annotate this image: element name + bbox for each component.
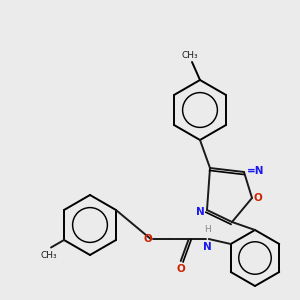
Text: O: O: [176, 264, 185, 274]
Text: CH₃: CH₃: [41, 250, 57, 260]
Text: N: N: [203, 242, 212, 252]
Text: CH₃: CH₃: [182, 51, 198, 60]
Text: N: N: [196, 207, 205, 217]
Text: H: H: [204, 225, 211, 234]
Text: =N: =N: [247, 166, 265, 176]
Text: O: O: [143, 234, 152, 244]
Text: O: O: [254, 193, 263, 203]
